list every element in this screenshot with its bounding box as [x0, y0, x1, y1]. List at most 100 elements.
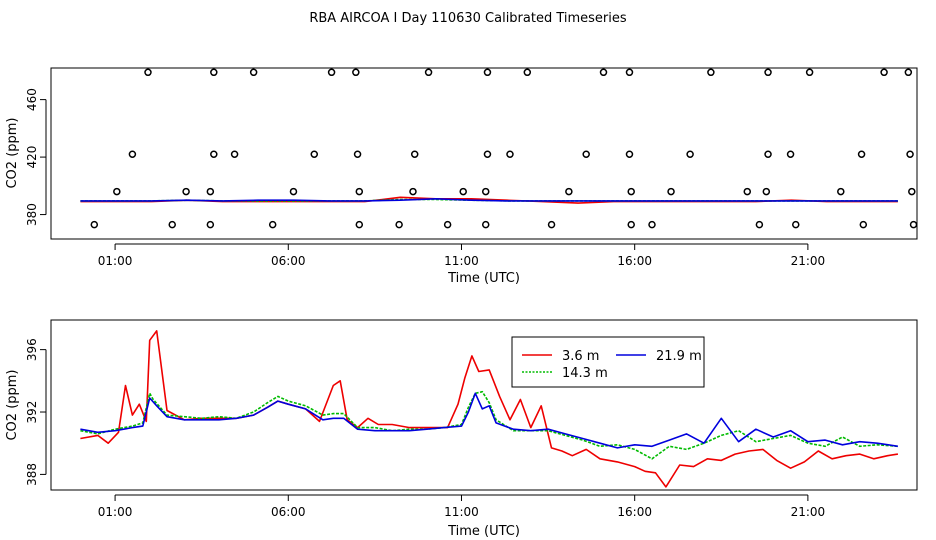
legend-box [511, 336, 705, 388]
calibration-point [686, 150, 694, 158]
legend: 3.6 m 14.3 m 21.9 m [511, 336, 705, 388]
y-axis-bottom: 388 392 396 [25, 338, 47, 486]
calibration-point [168, 220, 176, 229]
series-line-14-3-m [80, 390, 898, 460]
calibration-point [424, 68, 433, 77]
y-tick-label: 388 [25, 463, 39, 486]
x-tick-label: 16:00 [617, 505, 652, 519]
plot-frame-top [50, 67, 918, 240]
calibration-point [547, 220, 556, 229]
y-tick-label: 380 [25, 203, 39, 226]
series-lines-bottom [80, 330, 899, 488]
calibration-point [230, 150, 239, 158]
calibration-point [627, 187, 635, 196]
x-tick-label: 11:00 [444, 254, 479, 268]
x-tick-label: 01:00 [98, 254, 133, 268]
calibration-point [210, 68, 218, 77]
calibration-point [707, 68, 715, 77]
x-tick-label: 21:00 [791, 505, 826, 519]
calibration-point [648, 220, 656, 229]
calibration-point [481, 187, 490, 196]
x-tick-label: 16:00 [617, 254, 652, 268]
calibration-point [792, 220, 800, 229]
calibration-point [786, 150, 795, 158]
calibration-point [352, 68, 360, 77]
y-axis-label-bottom: CO2 (ppm) [5, 369, 20, 440]
calibration-points-top [90, 68, 918, 229]
calibration-point [908, 187, 916, 196]
calibration-point [90, 220, 99, 229]
calibration-point [268, 220, 277, 229]
calibration-point [327, 68, 336, 77]
calibration-point [625, 150, 634, 158]
calibration-point [481, 220, 490, 229]
calibration-point [904, 68, 913, 77]
x-tick-label: 21:00 [791, 254, 826, 268]
figure-title: RBA AIRCOA I Day 110630 Calibrated Times… [309, 11, 627, 26]
calibration-point [443, 220, 452, 229]
calibration-point [805, 68, 814, 77]
calibration-point [523, 68, 532, 77]
calibration-point [206, 187, 215, 196]
calibration-point [667, 187, 675, 196]
calibration-point [582, 150, 590, 158]
calibration-point [395, 220, 403, 229]
x-tick-label: 06:00 [271, 505, 306, 519]
legend-label-3-6m: 3.6 m [562, 349, 599, 364]
calibration-point [355, 220, 364, 229]
series-lines-top [80, 196, 898, 204]
calibration-point [565, 187, 573, 196]
calibration-point [627, 220, 635, 229]
calibration-point [506, 150, 514, 158]
calibration-point [743, 187, 752, 196]
calibration-point [310, 150, 319, 158]
series-line-3-6-m [80, 330, 899, 488]
plot-frame-bottom [50, 319, 918, 491]
calibration-point [206, 220, 215, 229]
calibration-point [906, 150, 914, 158]
calibration-point [355, 187, 364, 196]
calibration-point [762, 187, 771, 196]
calibration-point [113, 187, 121, 196]
calibration-point [859, 220, 868, 229]
y-tick-label: 460 [25, 88, 39, 111]
x-tick-label: 11:00 [444, 505, 479, 519]
calibration-point [410, 150, 419, 158]
plot-area-top [50, 67, 918, 240]
x-tick-label: 01:00 [98, 505, 133, 519]
calibration-point [625, 68, 634, 77]
legend-label-21-9m: 21.9 m [656, 349, 702, 364]
calibration-point [409, 187, 417, 196]
y-tick-label: 420 [25, 146, 39, 169]
calibration-point [909, 220, 918, 229]
calibration-point [599, 68, 608, 77]
calibration-point [764, 150, 772, 158]
calibration-point [353, 150, 362, 158]
x-axis-label-bottom: Time (UTC) [447, 524, 520, 539]
calibration-point [182, 187, 190, 196]
calibration-point [837, 187, 845, 196]
calibration-point [483, 150, 492, 158]
calibration-point [483, 68, 492, 77]
calibration-point [459, 187, 467, 196]
series-line-21-9-m [80, 392, 899, 449]
calibration-point [128, 150, 137, 158]
x-tick-label: 06:00 [271, 254, 306, 268]
calibration-point [755, 220, 764, 229]
legend-label-14-3m: 14.3 m [562, 366, 608, 381]
y-tick-label: 396 [25, 338, 39, 361]
x-axis-top: 01:00 06:00 11:00 16:00 21:00 [98, 243, 826, 268]
calibration-point [880, 68, 888, 77]
panel-bottom-chart: 01:00 06:00 11:00 16:00 21:00 388 392 396 Time… [5, 319, 918, 539]
series-line-21-9-m [80, 198, 898, 202]
y-tick-label: 392 [25, 401, 39, 424]
x-axis-bottom: 01:00 06:00 11:00 16:00 21:00 [98, 494, 826, 519]
calibration-point [210, 150, 218, 158]
x-axis-label-top: Time (UTC) [447, 271, 520, 286]
calibration-point [764, 68, 772, 77]
calibration-point [289, 187, 298, 196]
panel-top-chart: 01:00 06:00 11:00 16:00 21:00 380 420 460 Time… [5, 67, 918, 286]
calibration-point [249, 68, 258, 77]
plot-area-bottom [50, 319, 918, 491]
